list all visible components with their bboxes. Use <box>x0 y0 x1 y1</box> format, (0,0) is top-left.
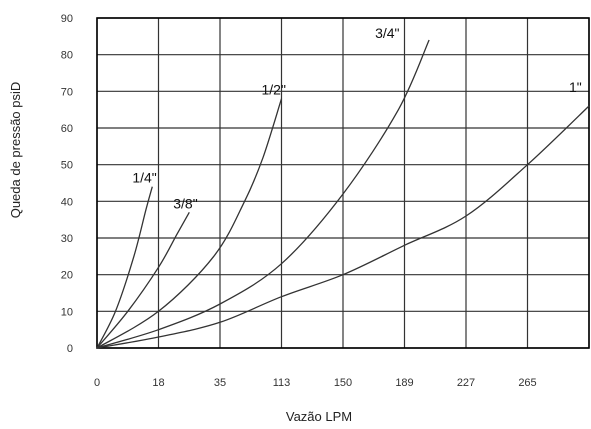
x-tick-label: 189 <box>395 377 413 389</box>
plot-frame <box>96 17 590 349</box>
y-tick-label: 40 <box>61 196 73 208</box>
x-tick-label: 113 <box>273 377 291 389</box>
y-axis-title: Queda de pressão psiD <box>8 82 23 219</box>
y-tick-label: 70 <box>61 86 73 98</box>
x-tick-label: 227 <box>457 377 475 389</box>
x-tick-label: 18 <box>152 377 164 389</box>
grid <box>96 17 590 349</box>
series-lines <box>96 39 590 349</box>
series-line <box>96 98 283 349</box>
y-tick-label: 20 <box>61 270 73 282</box>
series-label: 3/4" <box>375 25 399 41</box>
y-tick-label: 50 <box>61 160 73 172</box>
series-labels: 1/4" 3/8" 1/2" 3/4" 1" <box>132 25 581 211</box>
series-label: 1/2" <box>262 82 286 98</box>
y-tick-label: 0 <box>67 343 73 355</box>
x-tick-label: 35 <box>214 377 226 389</box>
series-line <box>96 39 430 349</box>
series-line <box>96 105 590 349</box>
x-tick-label: 265 <box>518 377 536 389</box>
x-tick-label: 0 <box>94 377 100 389</box>
y-tick-label: 30 <box>61 233 73 245</box>
y-tick-label: 10 <box>61 306 73 318</box>
x-axis-title: Vazão LPM <box>286 409 352 424</box>
series-label: 3/8" <box>173 195 197 211</box>
tick-labels: 0 10 20 30 40 50 60 70 80 90 0 18 35 113 150 189 227 265 <box>61 13 537 389</box>
y-tick-label: 60 <box>61 123 73 135</box>
series-line <box>96 186 153 349</box>
series-line <box>96 211 190 349</box>
x-tick-label: 150 <box>334 377 352 389</box>
y-tick-label: 90 <box>61 13 73 25</box>
series-label: 1" <box>569 79 582 95</box>
y-tick-label: 80 <box>61 50 73 62</box>
series-label: 1/4" <box>132 170 156 186</box>
